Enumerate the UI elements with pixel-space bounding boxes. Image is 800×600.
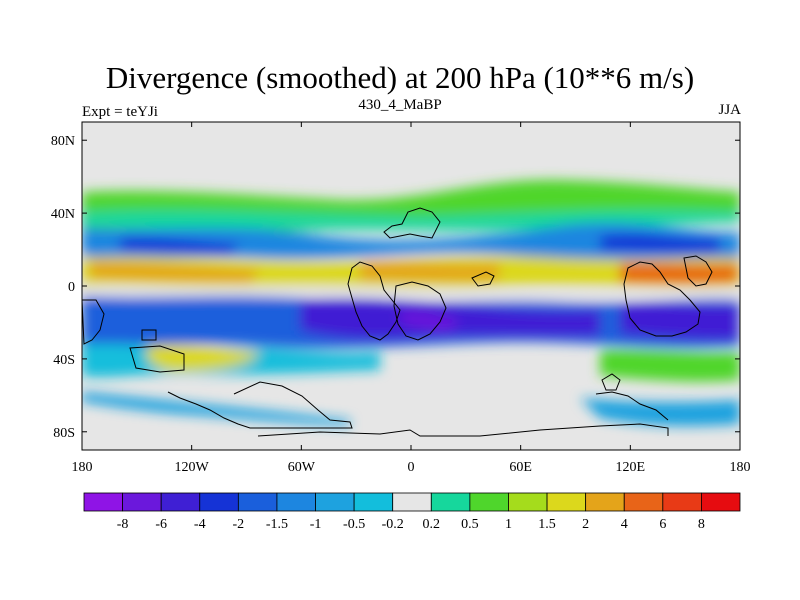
coastline-south-america-west — [347, 261, 401, 341]
colorbar-swatch — [276, 492, 316, 512]
field-core-indigo-east — [620, 302, 738, 340]
y-tick-label: 80N — [51, 134, 75, 149]
colorbar-swatch — [469, 492, 509, 512]
x-tick-label: 60E — [509, 460, 532, 475]
colorbar-label: 0.2 — [423, 517, 441, 532]
x-tick-label: 120W — [175, 460, 210, 475]
colorbar-swatch — [662, 492, 702, 512]
colorbar-swatch — [430, 492, 471, 512]
colorbar-label: 2 — [582, 517, 589, 532]
coastline-island — [141, 329, 157, 341]
field-core-red-east — [620, 263, 738, 284]
colorbar-swatch — [508, 492, 548, 512]
coastline-africa — [393, 281, 447, 341]
coastline-europe — [383, 207, 441, 239]
coastline-antarctic-peninsula — [167, 381, 353, 429]
y-tick-label: 40S — [53, 353, 75, 368]
field-band-southern-blue — [82, 392, 350, 426]
run-label: 430_4_MaBP — [358, 97, 442, 113]
field-core-orange-center — [360, 261, 500, 281]
y-tick-label: 0 — [68, 280, 75, 295]
colorbar-swatch — [585, 492, 625, 512]
colorbar-swatch — [701, 492, 741, 512]
season-label: JJA — [718, 102, 741, 118]
coastline-antarctica — [257, 423, 669, 437]
coastline-dateline-west — [82, 299, 105, 345]
field-core-blue-north-west — [120, 237, 240, 254]
colorbar-label: -1.5 — [266, 517, 288, 532]
colorbar-label: -0.2 — [382, 517, 404, 532]
colorbar-label: -6 — [155, 517, 167, 532]
field-core-yellow-south — [146, 345, 260, 371]
coastline-east-asia — [683, 255, 713, 287]
coastline-southern-ocean-east — [595, 391, 669, 421]
colorbar-label: 8 — [698, 517, 705, 532]
divergence-field — [82, 122, 740, 450]
field-core-orange-west — [90, 262, 260, 282]
coastline-arabia — [471, 271, 495, 287]
x-tick-label: 180 — [730, 460, 751, 475]
colorbar-swatch — [546, 492, 587, 512]
field-core-violet — [400, 311, 460, 330]
colorbar-swatch — [392, 492, 432, 512]
field-core-blue-north-east — [600, 234, 720, 253]
experiment-label: Expt = teYJi — [82, 104, 158, 120]
colorbar-swatch — [160, 492, 201, 512]
x-tick-label: 180 — [72, 460, 93, 475]
colorbar-label: -4 — [194, 517, 206, 532]
colorbar-label: 1.5 — [538, 517, 556, 532]
y-tick-label: 80S — [53, 426, 75, 441]
coastline-south-pacific — [129, 345, 185, 373]
x-tick-label: 0 — [408, 460, 415, 475]
colorbar-label: -1 — [310, 517, 322, 532]
colorbar-swatch — [83, 492, 123, 512]
colorbar-label: -0.5 — [343, 517, 365, 532]
coastline-asia-australia — [623, 261, 701, 337]
colorbar-swatch — [353, 492, 394, 512]
field-gap-equator — [82, 286, 740, 300]
colorbar-label: -2 — [233, 517, 245, 532]
x-tick-label: 60W — [288, 460, 316, 475]
colorbar-label: 4 — [621, 517, 628, 532]
colorbar-swatch — [122, 492, 162, 512]
colorbar-label: 0.5 — [461, 517, 479, 532]
coastlines — [82, 207, 713, 437]
colorbar-label: 1 — [505, 517, 512, 532]
colorbar-swatch — [623, 492, 664, 512]
x-tick-label: 120E — [616, 460, 646, 475]
colorbar-swatch — [199, 492, 239, 512]
field-band-green-south — [600, 349, 740, 382]
field-band-blue-north — [82, 223, 740, 262]
field-band-southern-blue-east — [580, 398, 740, 426]
colorbar: -8 -6 -4 -2 -1.5 -1 -0.5 -0.2 0.2 0.5 1 1.5 2 4 6 8 — [83, 492, 741, 532]
colorbar-swatch — [315, 492, 355, 512]
colorbar-label: -8 — [117, 517, 129, 532]
y-axis: 80N 40N 0 40S 80S — [51, 134, 740, 441]
x-axis: 180 120W 60W 0 60E 120E 180 — [72, 122, 751, 475]
y-tick-label: 40N — [51, 207, 75, 222]
coastline-new-zealand — [601, 373, 621, 391]
colorbar-swatch — [237, 492, 278, 512]
colorbar-label: 6 — [659, 517, 666, 532]
chart-title: Divergence (smoothed) at 200 hPa (10**6 … — [105, 60, 695, 95]
